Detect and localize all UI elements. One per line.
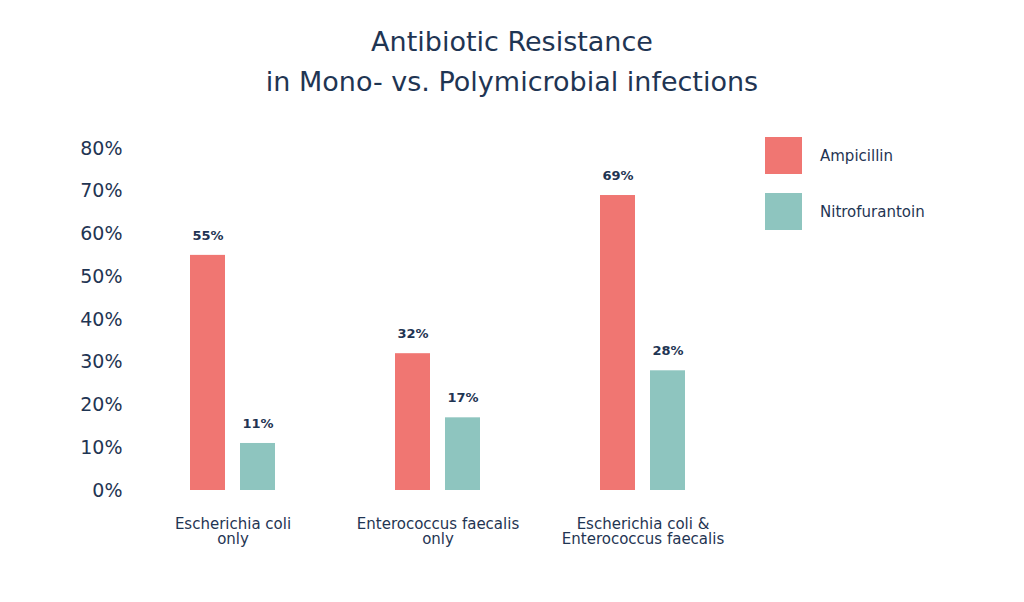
svg-text:80%: 80% [80, 137, 122, 159]
svg-text:0%: 0% [92, 479, 122, 501]
svg-text:55%: 55% [192, 228, 223, 243]
svg-text:Escherichia coli &Enterococcus: Escherichia coli &Enterococcus faecalis [562, 515, 725, 548]
svg-text:69%: 69% [602, 168, 633, 183]
svg-text:11%: 11% [242, 416, 273, 431]
html-text:Antibiotic Resistance in Mono-: Antibiotic Resistance in Mono- vs. Polym… [265, 26, 759, 97]
svg-text:17%: 17% [447, 390, 478, 405]
html-text:Ampicillin: Ampicillin [820, 146, 893, 165]
svg-text:40%: 40% [80, 308, 122, 330]
svg-text:50%: 50% [80, 265, 122, 287]
svg-text:32%: 32% [397, 326, 428, 341]
svg-text:60%: 60% [80, 222, 122, 244]
svg-text:30%: 30% [80, 350, 122, 372]
html-text:Nitrofurantoin: Nitrofurantoin [820, 202, 925, 221]
svg-text:10%: 10% [80, 436, 122, 458]
svg-text:28%: 28% [652, 343, 683, 358]
svg-text:Enterococcus faecalisonly: Enterococcus faecalisonly [357, 515, 520, 548]
svg-text:70%: 70% [80, 179, 122, 201]
svg-text:20%: 20% [80, 393, 122, 415]
svg-text:Escherichia colionly: Escherichia colionly [175, 515, 291, 548]
